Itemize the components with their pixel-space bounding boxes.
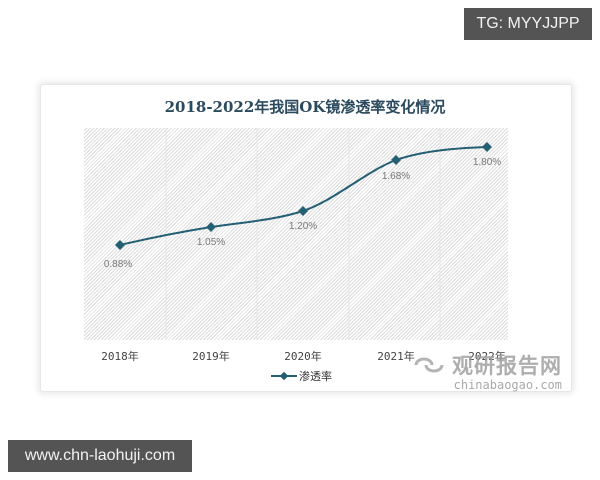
url-badge: www.chn-laohuji.com	[8, 440, 192, 472]
x-tick-label: 2021年	[377, 350, 415, 363]
data-label: 0.88%	[103, 259, 133, 270]
x-tick-label: 2022年	[468, 350, 506, 363]
data-markers	[115, 142, 492, 250]
x-tick-label: 2020年	[284, 350, 322, 363]
plot-area	[84, 128, 508, 340]
data-label: 1.20%	[288, 221, 318, 232]
chart-title: 2018-2022年我国OK镜渗透率变化情况	[164, 98, 446, 116]
data-point-marker	[482, 142, 492, 152]
watermark-en: chinabaogao.com	[453, 378, 562, 392]
data-label: 1.68%	[381, 171, 411, 182]
data-label: 1.80%	[472, 157, 502, 168]
x-tick-label: 2019年	[192, 350, 230, 363]
tg-badge: TG: MYYJJPP	[464, 8, 592, 40]
vertical-gridlines	[165, 128, 441, 340]
legend-line-marker-icon	[271, 370, 297, 382]
data-point-marker	[391, 155, 401, 165]
data-point-marker	[206, 222, 216, 232]
data-label: 1.05%	[196, 237, 226, 248]
data-point-marker	[115, 240, 125, 250]
watermark-cn: 观研报告网	[452, 354, 562, 378]
watermark: 观研报告网 chinabaogao.com	[412, 350, 562, 392]
x-tick-label: 2018年	[101, 350, 139, 363]
legend[interactable]: 渗透率	[271, 368, 332, 384]
swirl-logo-icon	[414, 357, 444, 373]
data-point-marker	[298, 206, 308, 216]
legend-label: 渗透率	[299, 370, 332, 383]
